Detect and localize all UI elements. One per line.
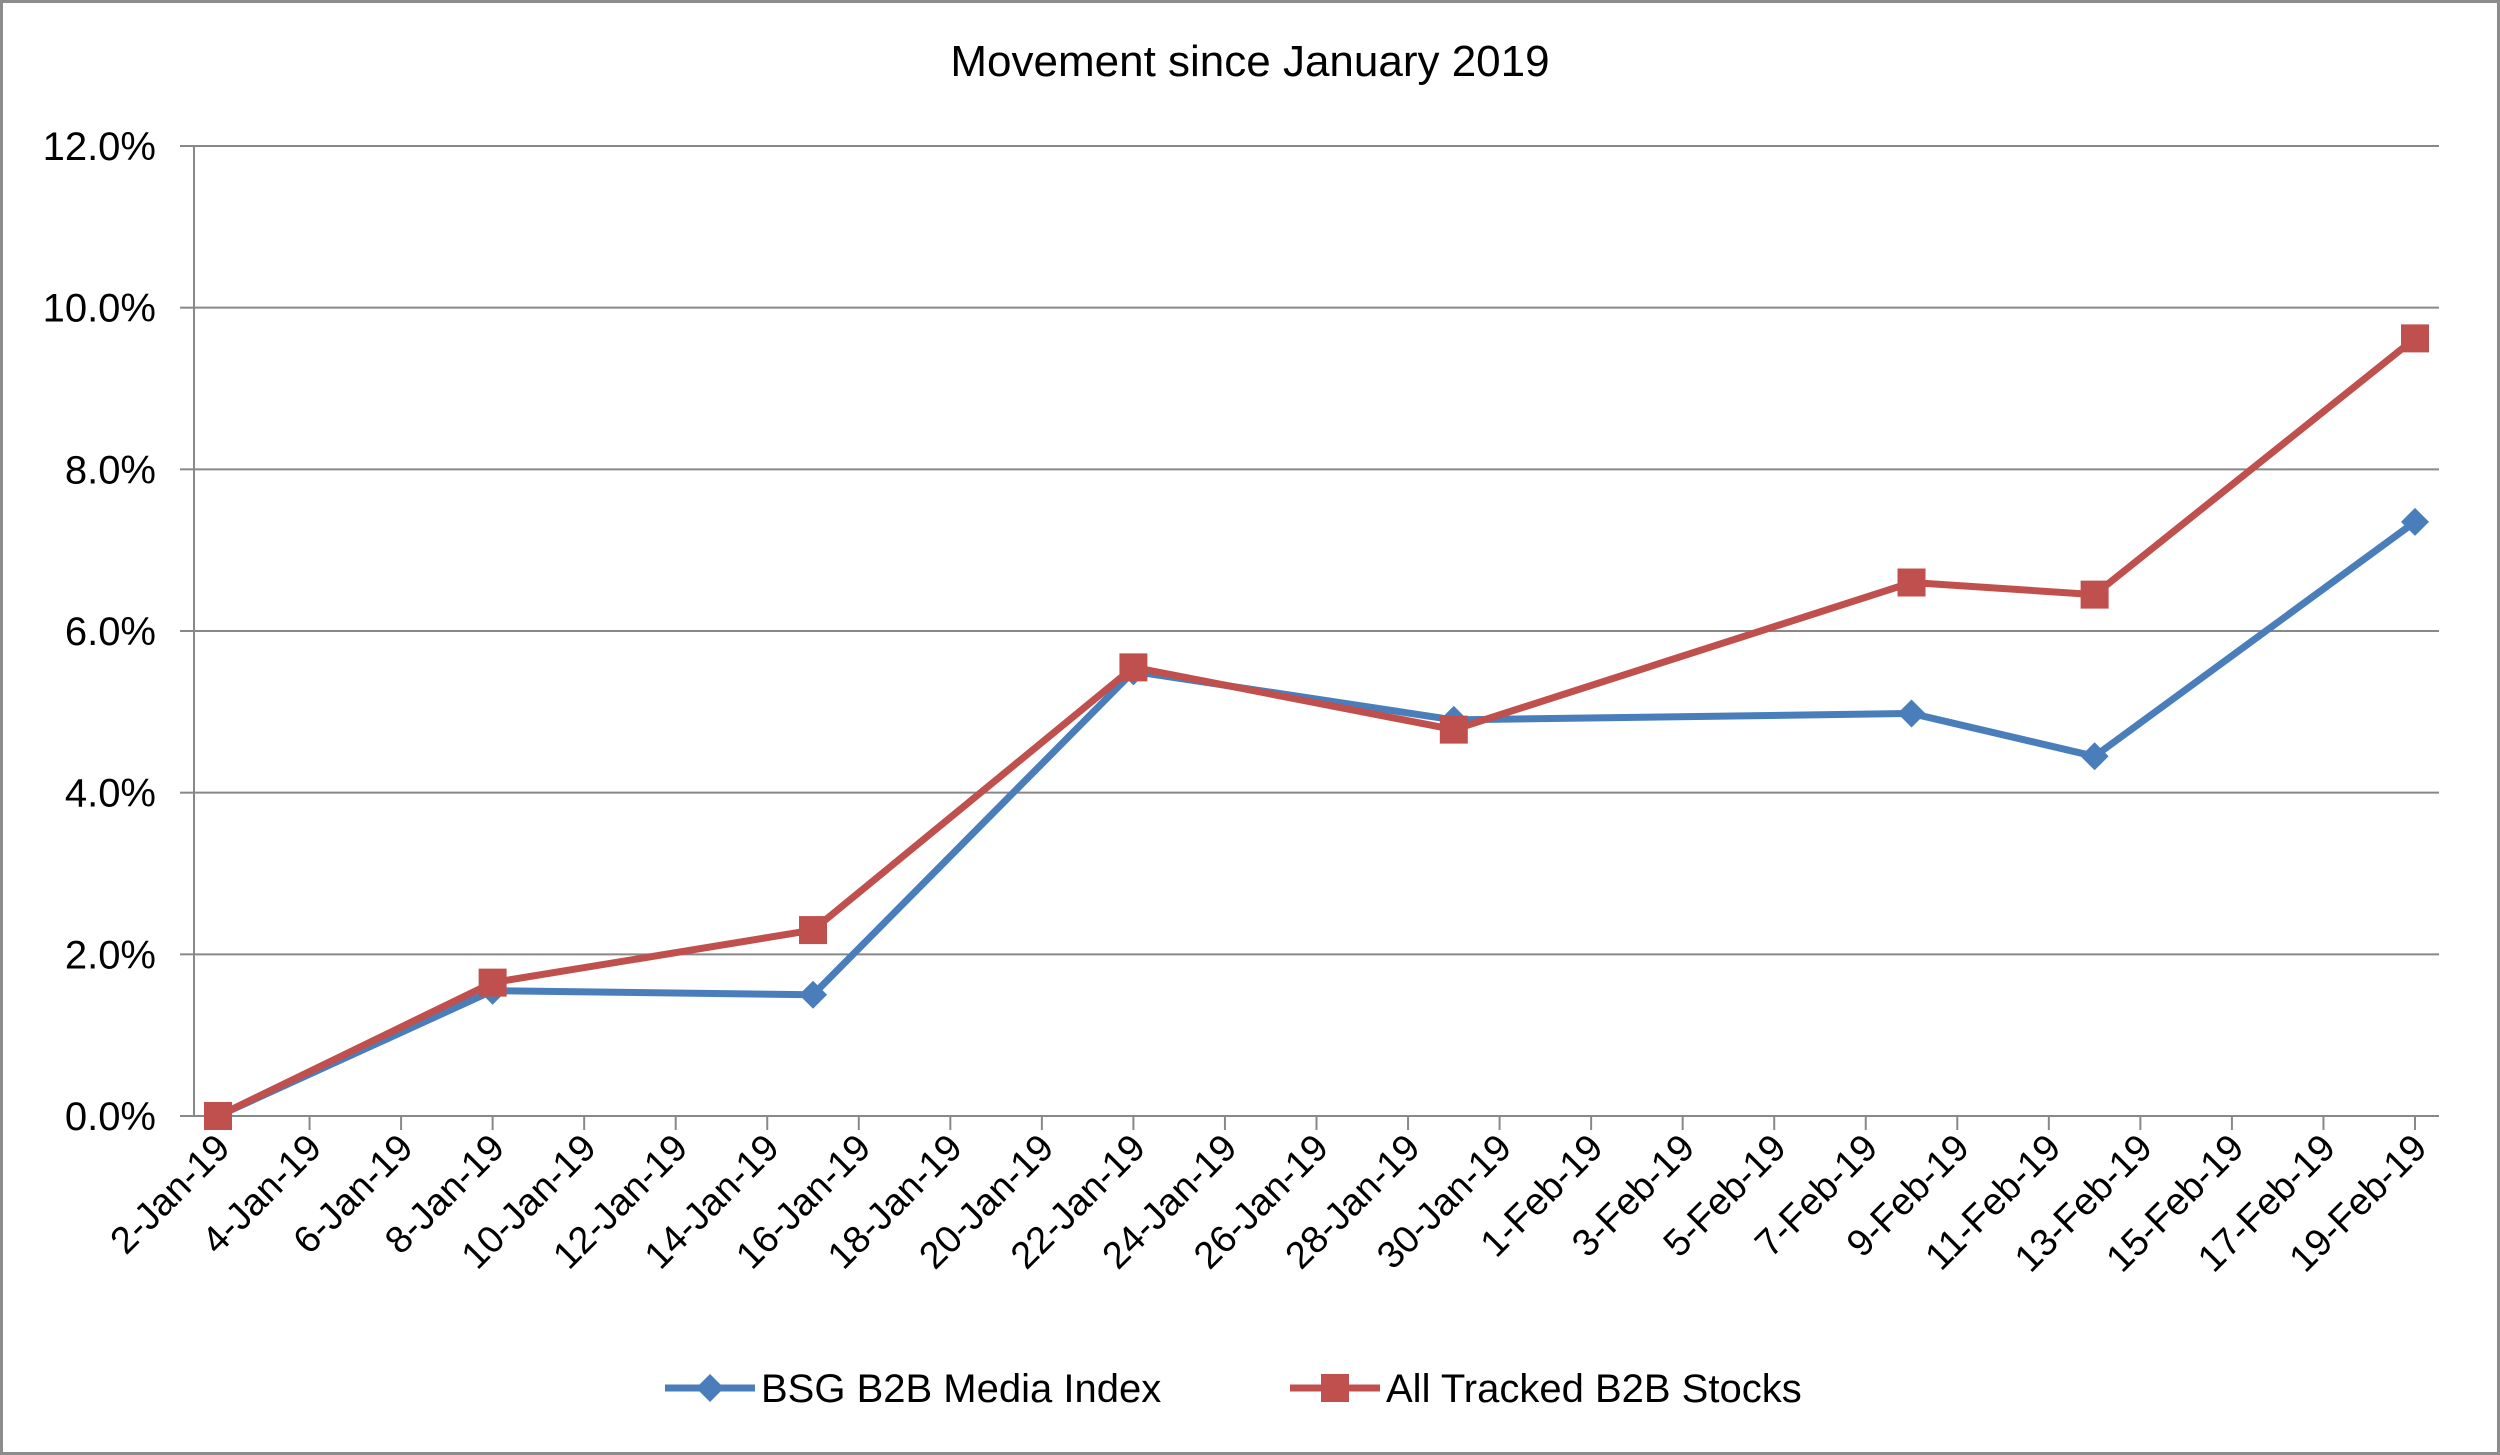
- y-tick-label: 8.0%: [65, 448, 156, 492]
- legend-marker-1: [696, 1374, 724, 1402]
- series-2-point-1: [478, 968, 507, 997]
- y-axis-ticks: 0.0% 2.0% 4.0% 6.0% 8.0% 10.0% 12.0%: [43, 125, 156, 1139]
- series-2-point-0: [204, 1102, 232, 1130]
- legend: BSG B2B Media Index All Tracked B2B Stock…: [665, 1367, 1802, 1411]
- series-1-point-2: [799, 980, 828, 1009]
- series-1-point-5: [1897, 699, 1926, 728]
- legend-label: All Tracked B2B Stocks: [1386, 1367, 1802, 1411]
- x-axis-ticks: 2-Jan-194-Jan-196-Jan-198-Jan-1910-Jan-1…: [103, 1127, 2436, 1281]
- y-tick-label: 12.0%: [43, 125, 156, 169]
- series-line-1: [216, 519, 2418, 1120]
- series-2-point-5: [1897, 568, 1926, 597]
- axes: [180, 145, 2439, 1130]
- y-tick-label: 0.0%: [65, 1095, 156, 1139]
- series-1-point-7: [2401, 507, 2429, 536]
- chart-title: Movement since January 2019: [950, 37, 1549, 86]
- legend-marker-2: [1321, 1374, 1349, 1402]
- series-2-point-3: [1119, 653, 1148, 682]
- series-2-point-2: [799, 916, 828, 945]
- series-1-point-6: [2080, 742, 2109, 771]
- y-tick-label: 10.0%: [43, 287, 156, 331]
- y-tick-label: 6.0%: [65, 610, 156, 654]
- y-tick-label: 4.0%: [65, 772, 156, 816]
- y-tick-label: 2.0%: [65, 933, 156, 977]
- series-2-point-6: [2080, 580, 2109, 609]
- series: [204, 324, 2429, 1130]
- legend-label: BSG B2B Media Index: [761, 1367, 1161, 1411]
- series-2-point-7: [2401, 324, 2429, 353]
- series-line-2: [216, 335, 2418, 1120]
- gridlines: [194, 145, 2439, 956]
- series-2-point-4: [1439, 715, 1468, 744]
